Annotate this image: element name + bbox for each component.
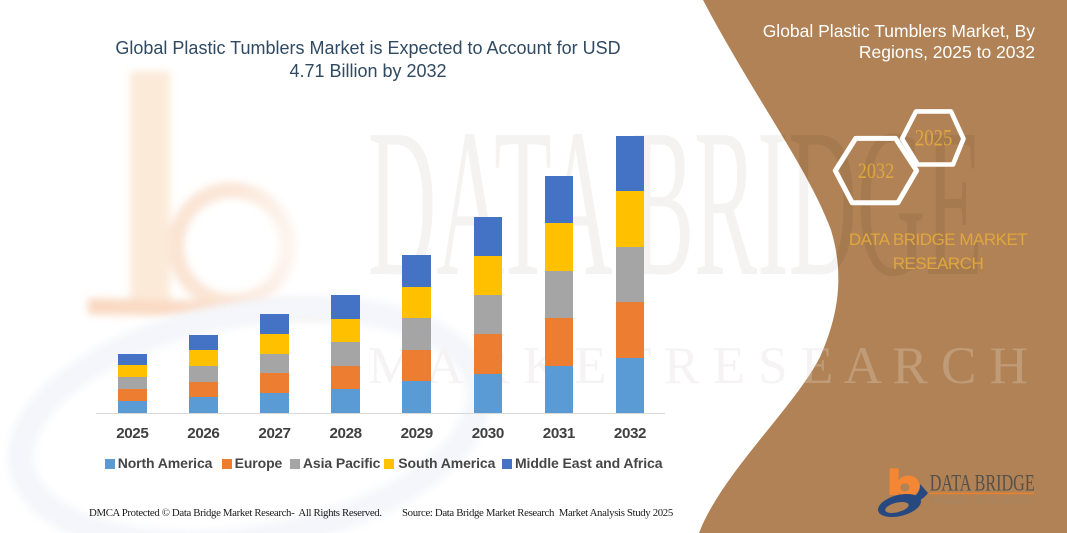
svg-text:MARKET RESEARCH: MARKET RESEARCH (931, 496, 1031, 506)
svg-text:2025: 2025 (915, 126, 953, 151)
svg-text:DATA BRIDGE: DATA BRIDGE (930, 471, 1035, 496)
svg-text:2032: 2032 (858, 158, 895, 183)
